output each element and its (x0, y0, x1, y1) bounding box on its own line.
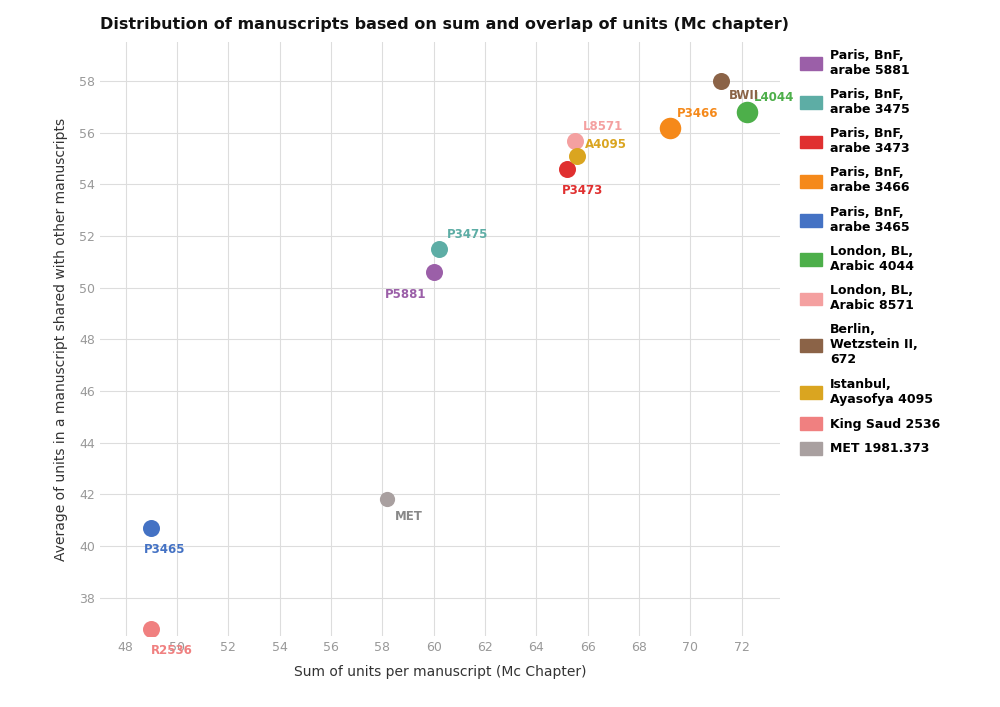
Y-axis label: Average of units in a manuscript shared with other manuscripts: Average of units in a manuscript shared … (54, 118, 68, 561)
Point (567, 135, 583, 146)
Legend: Paris, BnF,
arabe 5881, Paris, BnF,
arabe 3475, Paris, BnF,
arabe 3473, Paris, B: Paris, BnF, arabe 5881, Paris, BnF, arab… (800, 49, 940, 455)
Text: P5881: P5881 (384, 288, 426, 300)
Point (426, 267, 442, 278)
Point (569, 151, 585, 162)
Point (143, 522, 159, 534)
Text: L4044: L4044 (754, 91, 795, 105)
Point (379, 493, 395, 505)
Text: P3473: P3473 (562, 185, 603, 197)
Point (713, 76, 729, 87)
Text: P3466: P3466 (677, 107, 719, 120)
Text: BWII: BWII (729, 89, 759, 102)
Text: P3475: P3475 (446, 228, 488, 241)
Text: A4095: A4095 (585, 138, 627, 151)
Text: P3465: P3465 (144, 544, 185, 556)
Point (431, 243, 447, 255)
Point (662, 122, 678, 134)
Point (143, 623, 159, 634)
Point (739, 107, 755, 118)
Text: MET: MET (395, 510, 423, 522)
Text: L8571: L8571 (582, 119, 623, 133)
Text: R2536: R2536 (151, 644, 193, 657)
X-axis label: Sum of units per manuscript (Mc Chapter): Sum of units per manuscript (Mc Chapter) (294, 665, 586, 679)
Point (559, 163, 575, 175)
Text: Distribution of manuscripts based on sum and overlap of units (Mc chapter): Distribution of manuscripts based on sum… (100, 16, 789, 32)
